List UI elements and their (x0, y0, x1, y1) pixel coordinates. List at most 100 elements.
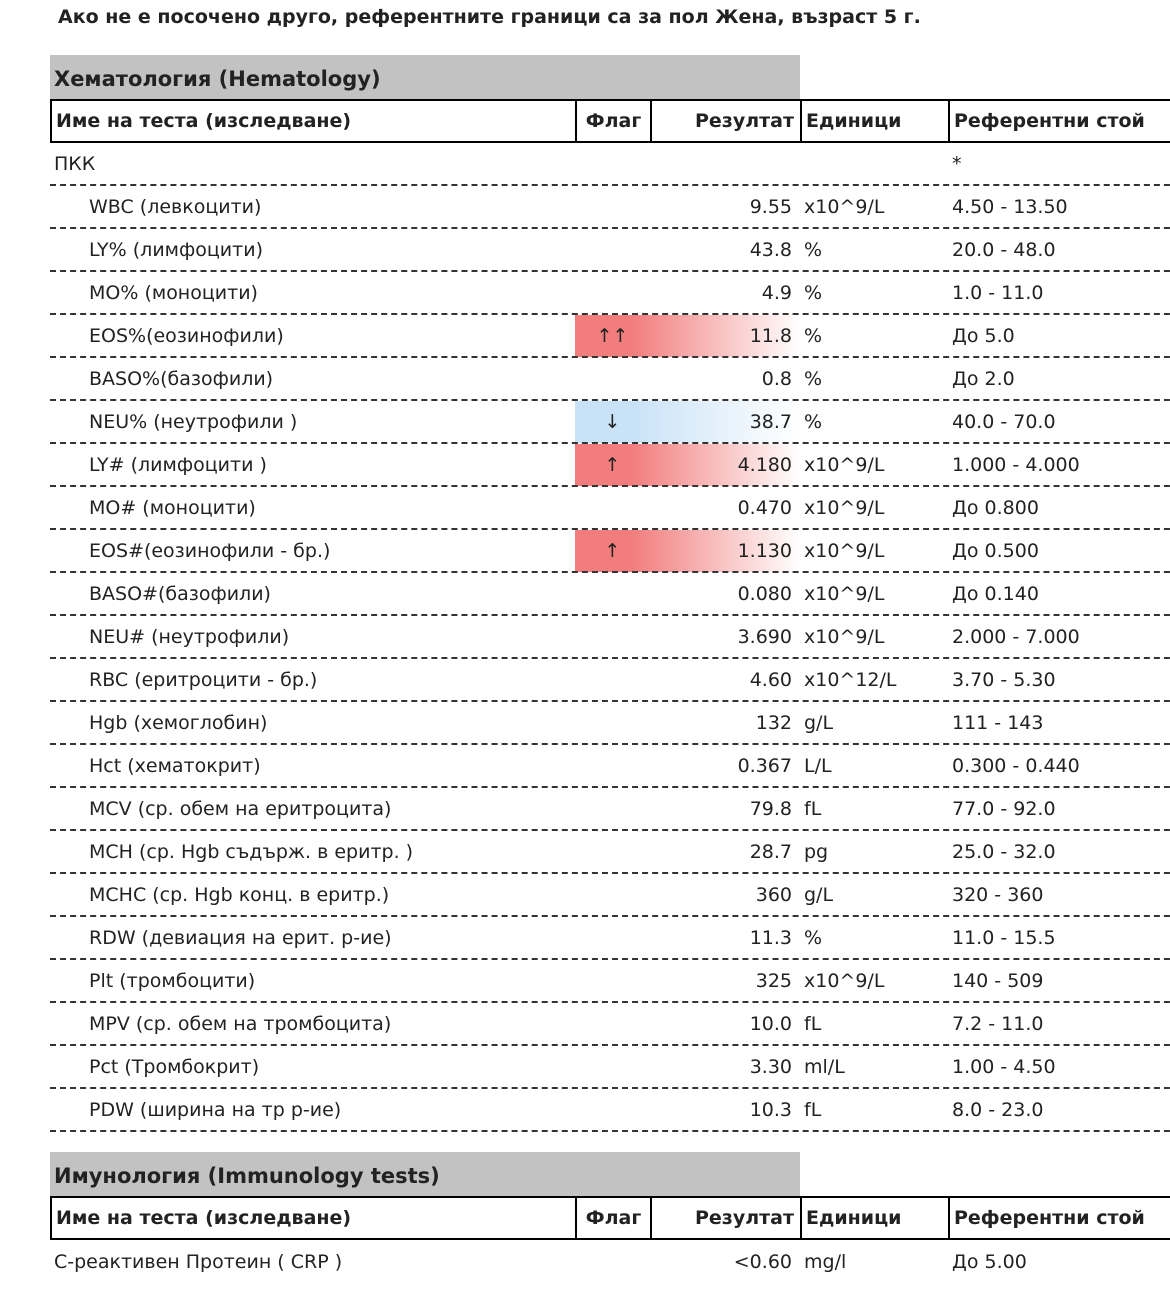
cell-units: x10^9/L (804, 969, 885, 992)
cell-result: 0.080 (737, 582, 792, 605)
cell-name: MCV (ср. обем на еритроцита) (89, 797, 392, 820)
column-header: Резултат (652, 101, 802, 141)
cell-ref: 1.00 - 4.50 (952, 1055, 1056, 1078)
test-row: WBC (левкоцити) 9.55 x10^9/L 4.50 - 13.50 (50, 186, 1170, 229)
cell-name: Pct (Тромбокрит) (89, 1055, 260, 1078)
cell-ref: До 2.0 (952, 367, 1015, 390)
test-row: С-реактивен Протеин ( CRP ) <0.60 mg/l До 5… (50, 1240, 1170, 1283)
cell-result: 325 (755, 969, 792, 992)
report-note: Ако не е посочено друго, референтните гр… (58, 6, 921, 28)
column-header: Име на теста (изследване) (52, 101, 577, 141)
cell-flag: ↑↑ (596, 324, 629, 347)
cell-units: % (804, 367, 823, 390)
cell-name: EOS#(еозинофили - бр.) (89, 539, 331, 562)
cell-result: 79.8 (749, 797, 792, 820)
cell-ref: 1.000 - 4.000 (952, 453, 1080, 476)
test-row: MCV (ср. обем на еритроцита) 79.8 fL 77.0 -… (50, 788, 1170, 831)
cell-units: fL (804, 797, 822, 820)
cell-name: MO# (моноцити) (89, 496, 256, 519)
cell-ref: 2.000 - 7.000 (952, 625, 1080, 648)
cell-name: Hct (хематокрит) (89, 754, 261, 777)
cell-name: MO% (моноцити) (89, 281, 258, 304)
cell-units: x10^9/L (804, 496, 885, 519)
cell-result: 28.7 (749, 840, 792, 863)
cell-units: % (804, 238, 823, 261)
test-row: MCHC (ср. Hgb конц. в еритр.) 360 g/L 320 -… (50, 874, 1170, 917)
column-header: Флаг (577, 101, 652, 141)
cell-ref: До 5.0 (952, 324, 1015, 347)
cell-name: MCH (ср. Hgb съдърж. в еритр. ) (89, 840, 414, 863)
cell-ref: 0.300 - 0.440 (952, 754, 1080, 777)
cell-ref: 20.0 - 48.0 (952, 238, 1056, 261)
test-row: LY% (лимфоцити) 43.8% 20.0 - 48.0 (50, 229, 1170, 272)
cell-ref: 111 - 143 (952, 711, 1044, 734)
column-header: Референтни стой (954, 1207, 1145, 1229)
cell-ref: 320 - 360 (952, 883, 1044, 906)
column-header: Резултат (652, 1198, 802, 1238)
cell-result: 0.470 (737, 496, 792, 519)
cell-units: mg/l (804, 1250, 847, 1273)
cell-units: g/L (804, 883, 834, 906)
cell-result: 0.367 (737, 754, 792, 777)
cell-name: С-реактивен Протеин ( CRP ) (54, 1250, 343, 1273)
cell-name: BASO%(базофили) (89, 367, 274, 390)
cell-result: 132 (755, 711, 792, 734)
cell-units: L/L (804, 754, 832, 777)
cell-name: PDW (ширина на тр р-ие) (89, 1098, 342, 1121)
cell-result: 11.8 (749, 324, 792, 347)
header-row: Име на теста (изследване) Флаг Резултат Еди… (50, 99, 1170, 143)
test-row: MPV (ср. обем на тромбоцита) 10.0 fL 7.2 - … (50, 1003, 1170, 1046)
cell-name: NEU# (неутрофили) (89, 625, 290, 648)
cell-units: x10^9/L (804, 625, 885, 648)
cell-units: g/L (804, 711, 834, 734)
cell-units: fL (804, 1012, 822, 1035)
cell-units: fL (804, 1098, 822, 1121)
column-header: Единици (802, 101, 950, 141)
cell-name: Plt (тромбоцити) (89, 969, 256, 992)
cell-ref: 1.0 - 11.0 (952, 281, 1044, 304)
test-row: LY# (лимфоцити ) ↑ 4.180 x10^9/L 1.000 - 4.0… (50, 444, 1170, 487)
test-row: NEU% (неутрофили ) ↓ 38.7% 40.0 - 70.0 (50, 401, 1170, 444)
cell-units: x10^9/L (804, 582, 885, 605)
cell-ref: * (952, 152, 962, 175)
group-row: ПКК * (50, 143, 1170, 186)
cell-result: 3.690 (737, 625, 792, 648)
section-title: Хематология (Hematology) (50, 55, 800, 99)
cell-ref: 140 - 509 (952, 969, 1044, 992)
test-row: Hgb (хемоглобин) 132 g/L 111 - 143 (50, 702, 1170, 745)
test-row: BASO%(базофили) 0.8% До 2.0 (50, 358, 1170, 401)
cell-result: <0.60 (733, 1250, 792, 1273)
cell-units: x10^9/L (804, 453, 885, 476)
cell-result: 4.60 (749, 668, 792, 691)
test-row: MCH (ср. Hgb съдърж. в еритр. ) 28.7 pg 25.… (50, 831, 1170, 874)
test-row: RDW (девиация на ерит. р-ие) 11.3% 11.0 - … (50, 917, 1170, 960)
cell-name: NEU% (неутрофили ) (89, 410, 298, 433)
cell-ref: До 5.00 (952, 1250, 1027, 1273)
test-row: Plt (тромбоцити) 325 x10^9/L 140 - 509 (50, 960, 1170, 1003)
cell-name: Hgb (хемоглобин) (89, 711, 268, 734)
cell-result: 4.180 (737, 453, 792, 476)
cell-name: MPV (ср. обем на тромбоцита) (89, 1012, 392, 1035)
test-row: MO% (моноцити) 4.9% 1.0 - 11.0 (50, 272, 1170, 315)
cell-result: 0.8 (761, 367, 792, 390)
cell-result: 10.0 (749, 1012, 792, 1035)
cell-ref: 7.2 - 11.0 (952, 1012, 1044, 1035)
cell-ref: 77.0 - 92.0 (952, 797, 1056, 820)
cell-flag: ↓ (604, 410, 621, 433)
spacer (50, 1132, 1170, 1152)
test-row: RBC (еритроцити - бр.) 4.60 x10^12/L 3.70 -… (50, 659, 1170, 702)
cell-result: 360 (755, 883, 792, 906)
cell-flag: ↑ (604, 453, 621, 476)
test-row: NEU# (неутрофили) 3.690 x10^9/L 2.000 - 7.0… (50, 616, 1170, 659)
column-header: Име на теста (изследване) (52, 1198, 577, 1238)
cell-ref: 4.50 - 13.50 (952, 195, 1068, 218)
cell-name: MCHC (ср. Hgb конц. в еритр.) (89, 883, 390, 906)
cell-result: 11.3 (749, 926, 792, 949)
test-row: MO# (моноцити) 0.470 x10^9/L До 0.800 (50, 487, 1170, 530)
cell-ref: 40.0 - 70.0 (952, 410, 1056, 433)
cell-flag: ↑ (604, 539, 621, 562)
cell-units: x10^9/L (804, 195, 885, 218)
cell-units: % (804, 281, 823, 304)
cell-units: x10^12/L (804, 668, 897, 691)
cell-result: 43.8 (749, 238, 792, 261)
